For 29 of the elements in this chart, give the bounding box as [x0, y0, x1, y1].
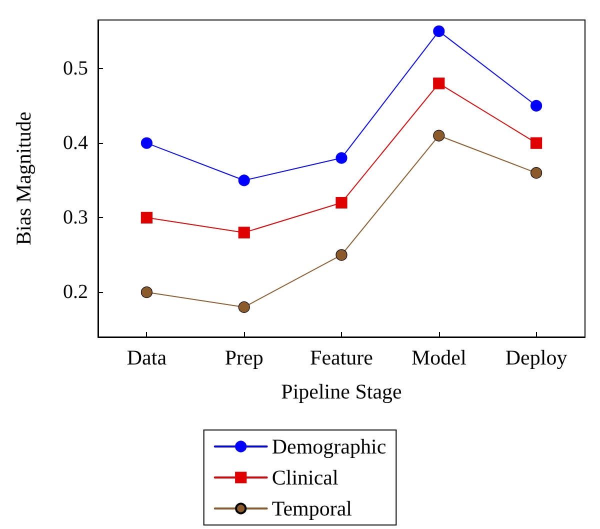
point: [433, 78, 445, 90]
point: [530, 137, 542, 149]
x-tick-label: Prep: [224, 346, 264, 370]
point: [238, 226, 250, 238]
y-axis-title: Bias Magnitude: [12, 112, 36, 246]
y-tick-label: 0.2: [63, 281, 88, 304]
y-tick-label: 0.3: [63, 206, 88, 229]
x-tick-label: Model: [411, 346, 466, 370]
point: [238, 301, 250, 313]
y-tick-label: 0.5: [63, 57, 88, 80]
point: [336, 196, 348, 209]
point: [433, 130, 445, 142]
point: [530, 100, 542, 112]
legend-label: Demographic: [272, 434, 386, 458]
point: [140, 286, 152, 298]
y-tick-label: 0.4: [63, 132, 88, 154]
point: [140, 212, 152, 224]
point: [238, 174, 250, 186]
legend-label: Temporal: [272, 496, 352, 520]
point: [336, 152, 348, 164]
point: [140, 137, 152, 149]
x-tick-label: Feature: [310, 346, 373, 370]
point: [530, 167, 542, 179]
x-tick-label: Deploy: [505, 346, 568, 370]
point: [336, 249, 348, 261]
point: [433, 25, 445, 37]
x-axis-title: Pipeline Stage: [281, 380, 402, 404]
legend-label: Clinical: [272, 466, 339, 490]
x-tick-label: Data: [126, 346, 168, 370]
